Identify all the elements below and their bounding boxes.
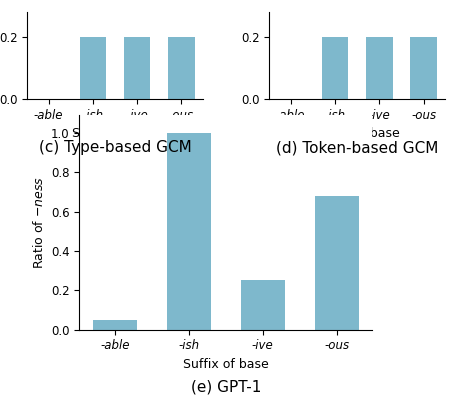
X-axis label: Suffix of base: Suffix of base [314,127,400,140]
Text: (c) Type-based GCM: (c) Type-based GCM [39,140,192,155]
Bar [79,37,106,99]
Bar [410,37,437,99]
Bar [241,281,285,330]
Text: (d) Token-based GCM: (d) Token-based GCM [276,140,439,155]
Bar [168,37,195,99]
X-axis label: Suffix of base: Suffix of base [183,358,269,371]
Bar [93,320,137,330]
Bar [124,37,150,99]
Bar [366,37,393,99]
Bar [315,196,359,330]
Bar [322,37,348,99]
Text: (e) GPT-1: (e) GPT-1 [191,379,261,394]
Bar [167,133,211,330]
X-axis label: Suffix of base: Suffix of base [72,127,158,140]
Y-axis label: Ratio of $-\mathit{ness}$: Ratio of $-\mathit{ness}$ [31,176,45,269]
